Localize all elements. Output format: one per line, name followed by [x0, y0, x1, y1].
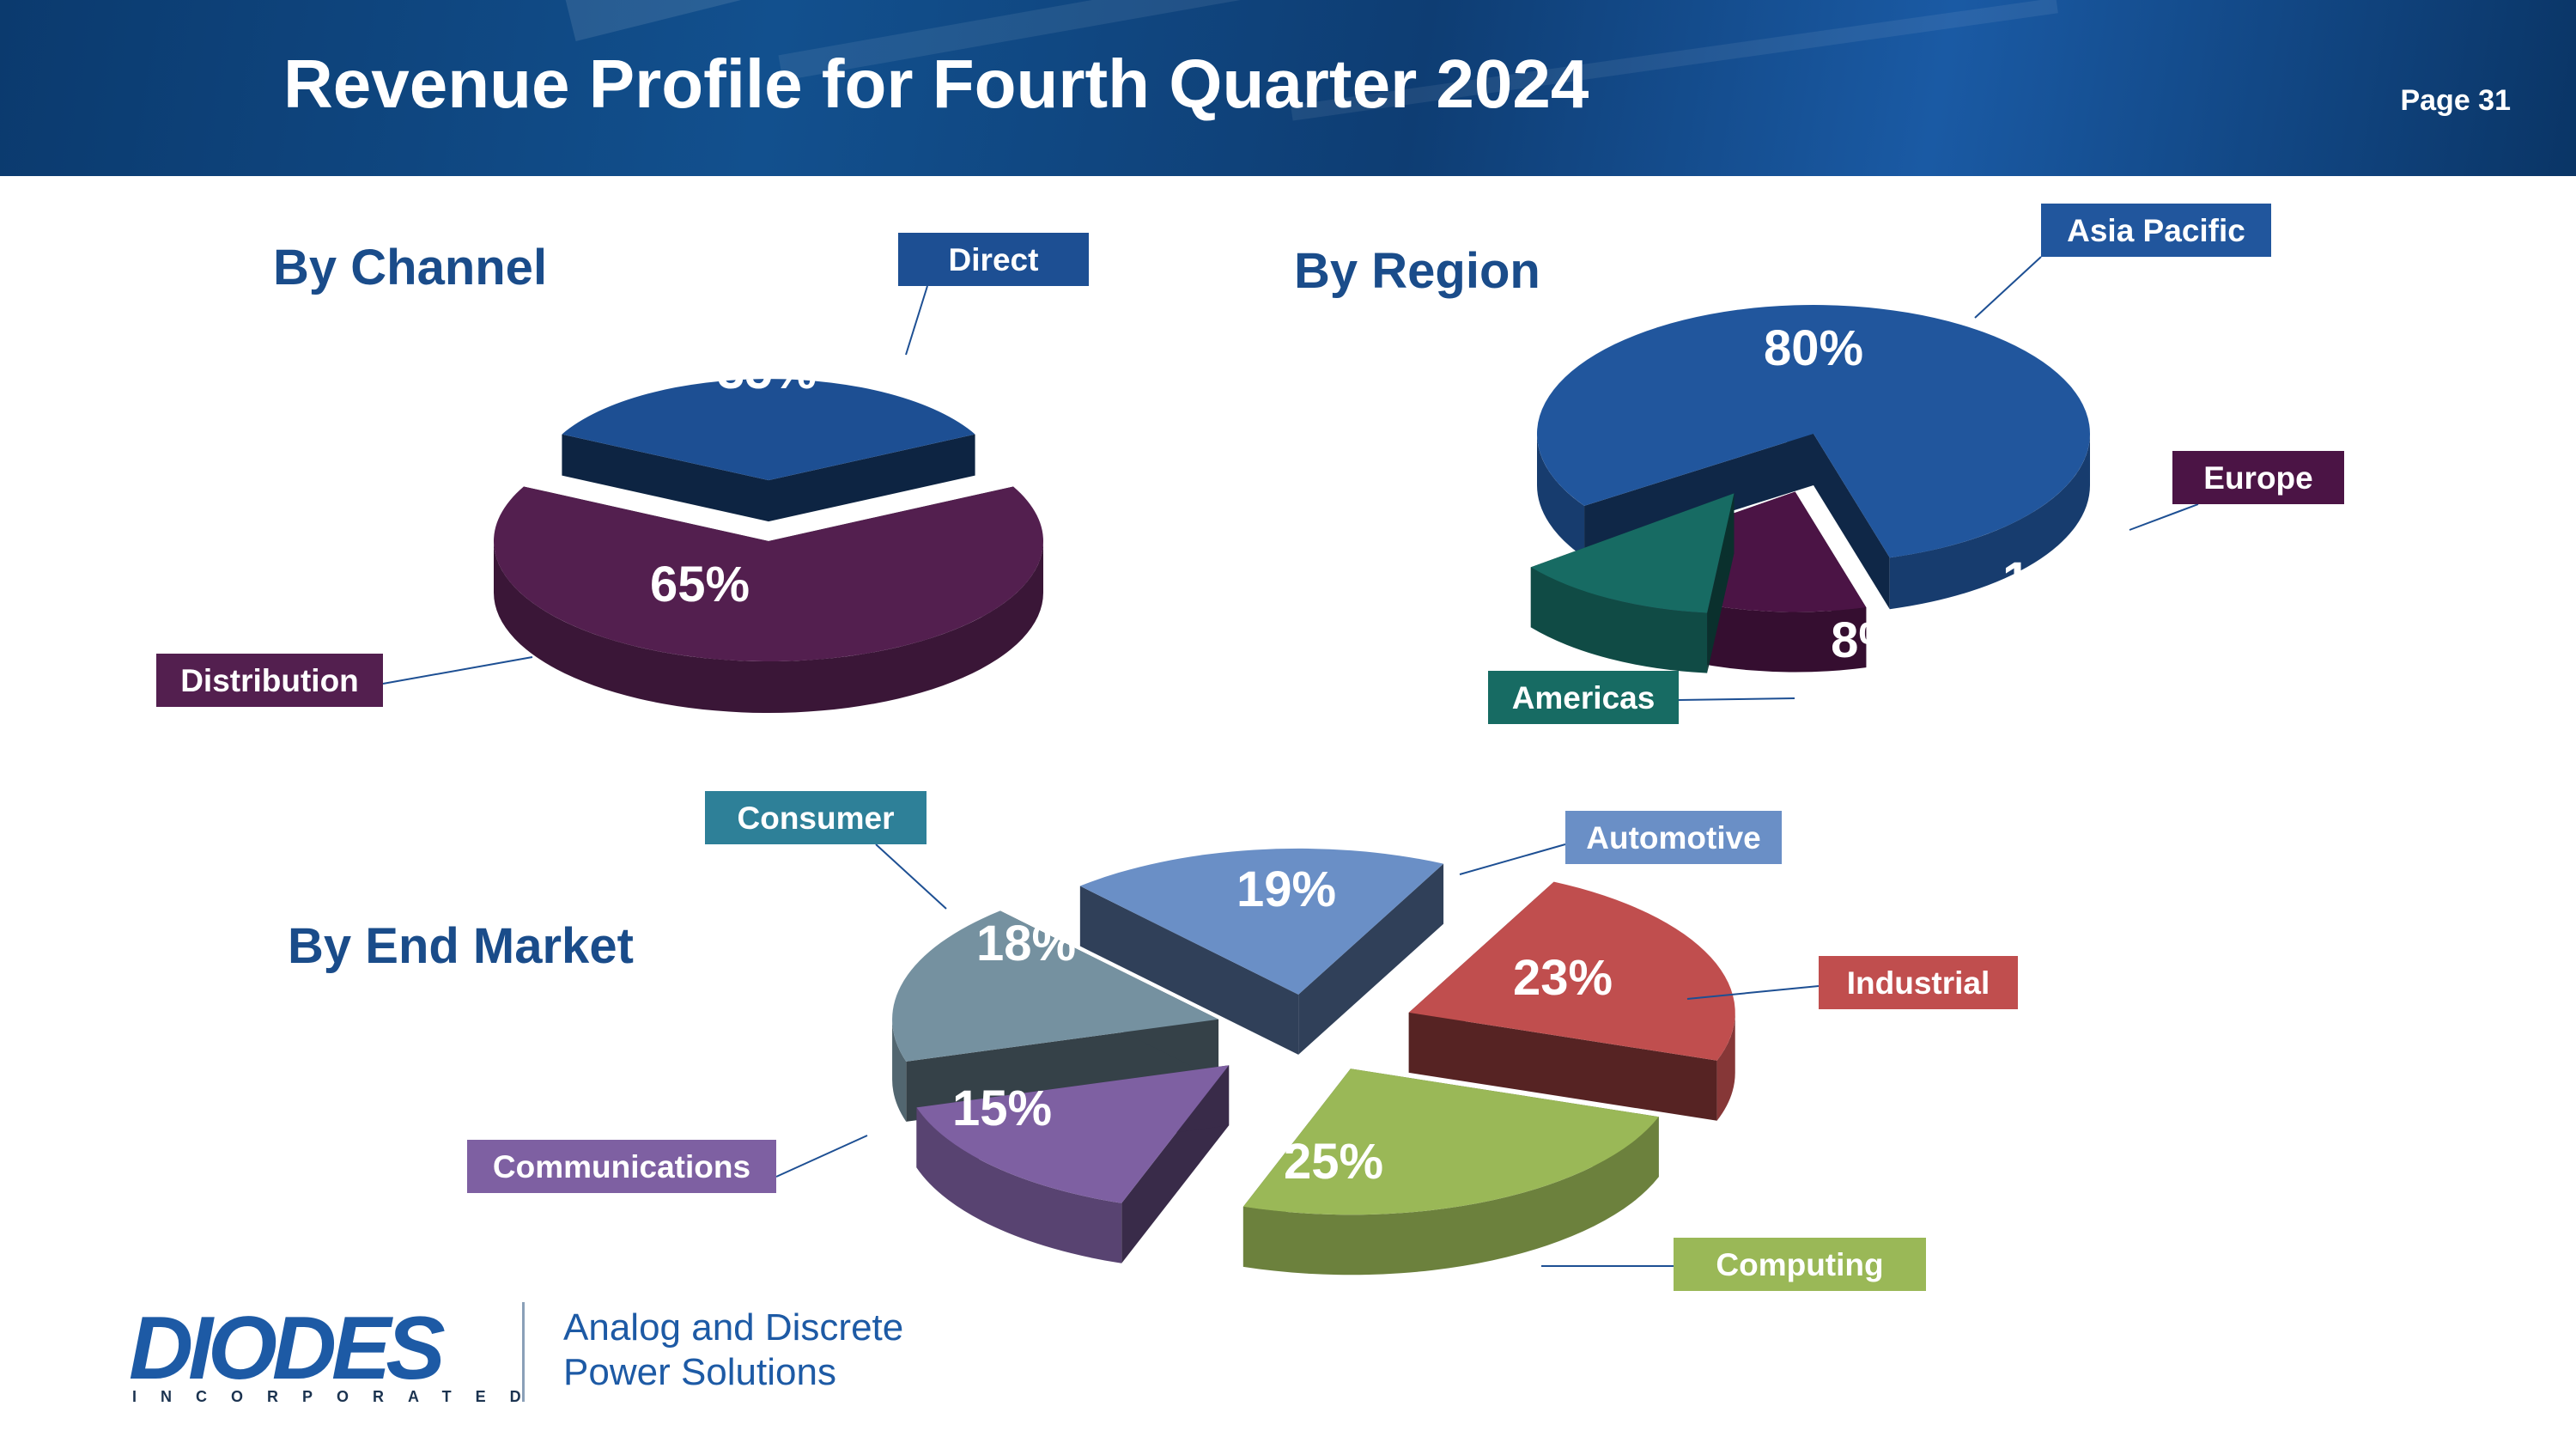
header-banner: Revenue Profile for Fourth Quarter 2024 …: [0, 0, 2576, 176]
slice-distribution: [494, 486, 1043, 713]
asia-pacific-label: Asia Pacific: [2067, 213, 2245, 248]
slice-computing-side: [1242, 1117, 1659, 1275]
direct-label-box: [898, 233, 1089, 286]
slice-industrial-side: [1716, 1012, 1735, 1121]
communications-label-box: [467, 1140, 776, 1193]
label-industrial-pct: 23%: [1513, 950, 1613, 1006]
tagline-line-1: Analog and Discrete: [563, 1306, 904, 1349]
tagline: Analog and Discrete Power Solutions: [563, 1306, 903, 1395]
logo-wordmark: DIODES: [129, 1299, 446, 1398]
consumer-label: Consumer: [738, 801, 895, 836]
distribution-label-box: [156, 654, 383, 707]
page-number: Page 31: [2400, 84, 2511, 117]
slice-automotive-wall: [1079, 886, 1299, 1055]
slice-automotive-top: [1079, 848, 1444, 995]
slice-distribution-side: [494, 541, 1043, 713]
slice-direct-wall: [562, 434, 769, 522]
direct-leader-line: [905, 285, 928, 356]
americas-label-box: [1488, 671, 1679, 724]
automotive-label: Automotive: [1586, 820, 1761, 855]
slice-industrial-wall: [1408, 1012, 1717, 1121]
communications-label: Communications: [493, 1149, 750, 1184]
americas-label: Americas: [1512, 680, 1656, 715]
slice-direct-wall: [769, 434, 975, 522]
industrial-label-box: [1819, 956, 2018, 1009]
slice-asia-pacific-wall: [1584, 434, 1814, 557]
label-computing-pct: 25%: [1284, 1134, 1383, 1190]
slice-industrial: [1408, 881, 1735, 1121]
slice-computing-top: [1242, 1068, 1659, 1215]
slice-asia-pacific-side: [1537, 434, 1585, 557]
slice-direct-top: [562, 379, 975, 481]
slice-communications-side: [916, 1107, 1122, 1263]
slice-consumer-top: [892, 910, 1219, 1062]
label-direct-pct: 35%: [717, 344, 817, 399]
slice-asia-pacific-wall: [1814, 434, 1890, 610]
slice-consumer: [892, 910, 1219, 1122]
slice-computing: [1242, 1068, 1659, 1275]
slice-communications: [916, 1065, 1230, 1263]
slice-asia-pacific: [1537, 305, 2091, 610]
industrial-label: Industrial: [1847, 965, 1990, 1001]
europe-label: Europe: [2203, 460, 2312, 496]
slice-distribution-top: [494, 486, 1043, 661]
slice-automotive: [1079, 848, 1444, 1055]
computing-label-box: [1674, 1238, 1926, 1291]
page-title: Revenue Profile for Fourth Quarter 2024: [283, 46, 1589, 122]
asia-pacific-label-box: [2041, 204, 2271, 257]
label-distribution-pct: 65%: [650, 557, 750, 612]
distribution-leader-line: [382, 656, 533, 685]
slice-americas: [1530, 493, 1735, 673]
label-americas-pct: 8%: [1831, 612, 1903, 668]
consumer-label-box: [705, 791, 927, 844]
slice-direct: [562, 379, 975, 522]
section-title-end-market: By End Market: [288, 918, 634, 974]
americas-leader-line: [1678, 697, 1795, 701]
label-automotive-pct: 19%: [1236, 861, 1336, 917]
direct-label: Direct: [949, 242, 1039, 277]
section-title-channel: By Channel: [273, 240, 548, 295]
asia-pacific-leader-line: [1974, 256, 2042, 319]
industrial-leader-line: [1686, 985, 1820, 1000]
automotive-leader-line: [1459, 843, 1566, 875]
slice-automotive-wall: [1298, 863, 1444, 1055]
label-consumer-pct: 18%: [976, 916, 1076, 971]
slice-industrial-top: [1408, 881, 1735, 1061]
slice-consumer-side: [892, 1019, 907, 1122]
label-europe-pct: 12%: [2002, 552, 2102, 608]
consumer-leader-line: [875, 843, 947, 910]
slice-americas-top: [1530, 493, 1735, 613]
slice-asia-pacific-side: [1889, 434, 2091, 610]
slice-asia-pacific-top: [1537, 305, 2091, 558]
label-communications-pct: 15%: [952, 1081, 1052, 1136]
europe-leader-line: [2129, 503, 2199, 531]
logo-divider: [522, 1302, 525, 1402]
slice-communications-top: [916, 1065, 1230, 1203]
slice-americas-side: [1530, 567, 1708, 673]
label-asia-pacific-pct: 80%: [1764, 320, 1863, 376]
europe-label-box: [2172, 451, 2344, 504]
tagline-line-2: Power Solutions: [563, 1351, 836, 1393]
computing-label: Computing: [1716, 1247, 1883, 1282]
logo-subline: INCORPORATED: [132, 1388, 545, 1405]
slice-consumer-wall: [906, 1019, 1219, 1122]
distribution-label: Distribution: [180, 663, 359, 698]
section-title-region: By Region: [1294, 243, 1540, 299]
automotive-label-box: [1565, 811, 1782, 864]
communications-leader-line: [775, 1135, 868, 1178]
